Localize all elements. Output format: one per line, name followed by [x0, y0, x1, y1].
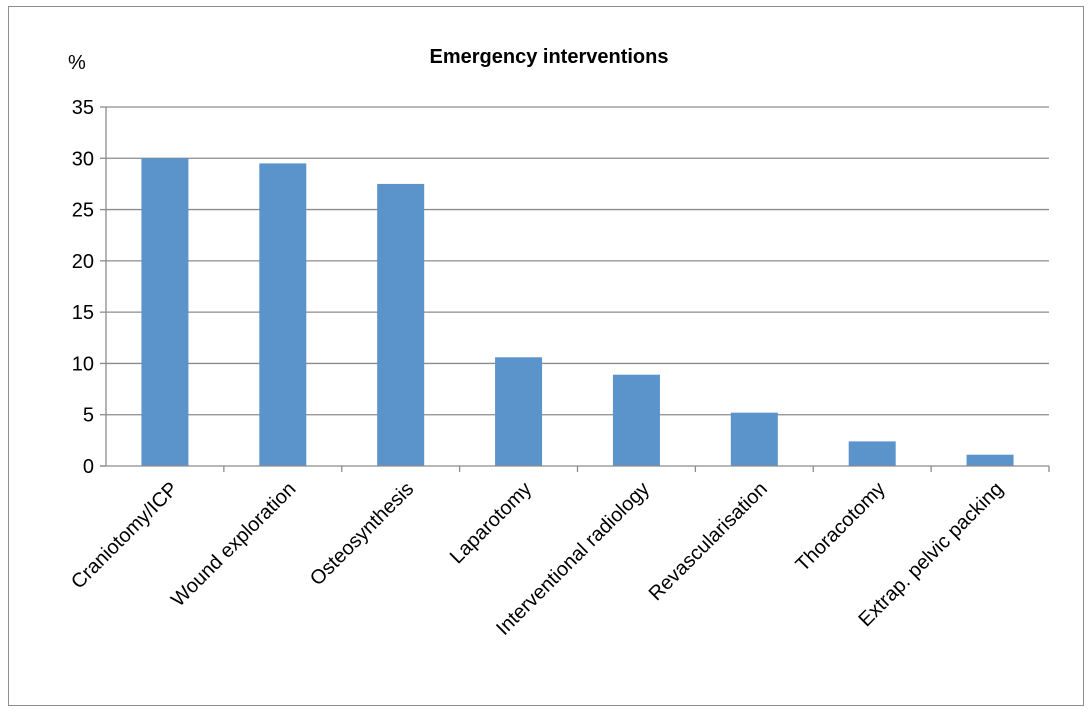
bar-5 [612, 374, 660, 466]
chart-frame: Emergency interventions % 0 5 10 15 20 25 30 35… [8, 6, 1084, 706]
bar-8 [966, 454, 1014, 466]
bar-chart: Emergency interventions % 0 5 10 15 20 25 30 35… [67, 46, 1050, 640]
y-tick-label-15: 15 [72, 302, 94, 324]
y-axis-tick-labels: 0 5 10 15 20 25 30 35 [72, 97, 94, 478]
bar-4 [495, 357, 543, 466]
y-tick-label-10: 10 [72, 353, 94, 375]
x-category-label-2: Wound exploration [167, 478, 300, 611]
bar-1 [141, 158, 189, 467]
bar-6 [730, 412, 778, 466]
chart-title: Emergency interventions [430, 46, 669, 68]
y-tick-label-30: 30 [72, 148, 94, 170]
y-axis-unit-label: % [68, 52, 86, 74]
bar-7 [848, 441, 896, 466]
gridlines [100, 106, 1050, 472]
x-category-label-3: Osteosynthesis [306, 478, 418, 590]
x-category-label-6: Revascularisation [645, 478, 772, 605]
x-category-label-1: Craniotomy/ICP [67, 478, 182, 593]
y-tick-label-25: 25 [72, 200, 94, 222]
y-tick-label-35: 35 [72, 97, 94, 119]
axes [100, 107, 1049, 467]
y-tick-label-0: 0 [83, 456, 94, 478]
bars [141, 158, 1014, 467]
bar-2 [259, 163, 307, 466]
bar-3 [377, 183, 425, 466]
x-category-label-4: Laparotomy [446, 478, 536, 568]
x-category-label-7: Thoracotomy [792, 478, 890, 576]
y-tick-label-20: 20 [72, 251, 94, 273]
y-tick-label-5: 5 [83, 405, 94, 427]
